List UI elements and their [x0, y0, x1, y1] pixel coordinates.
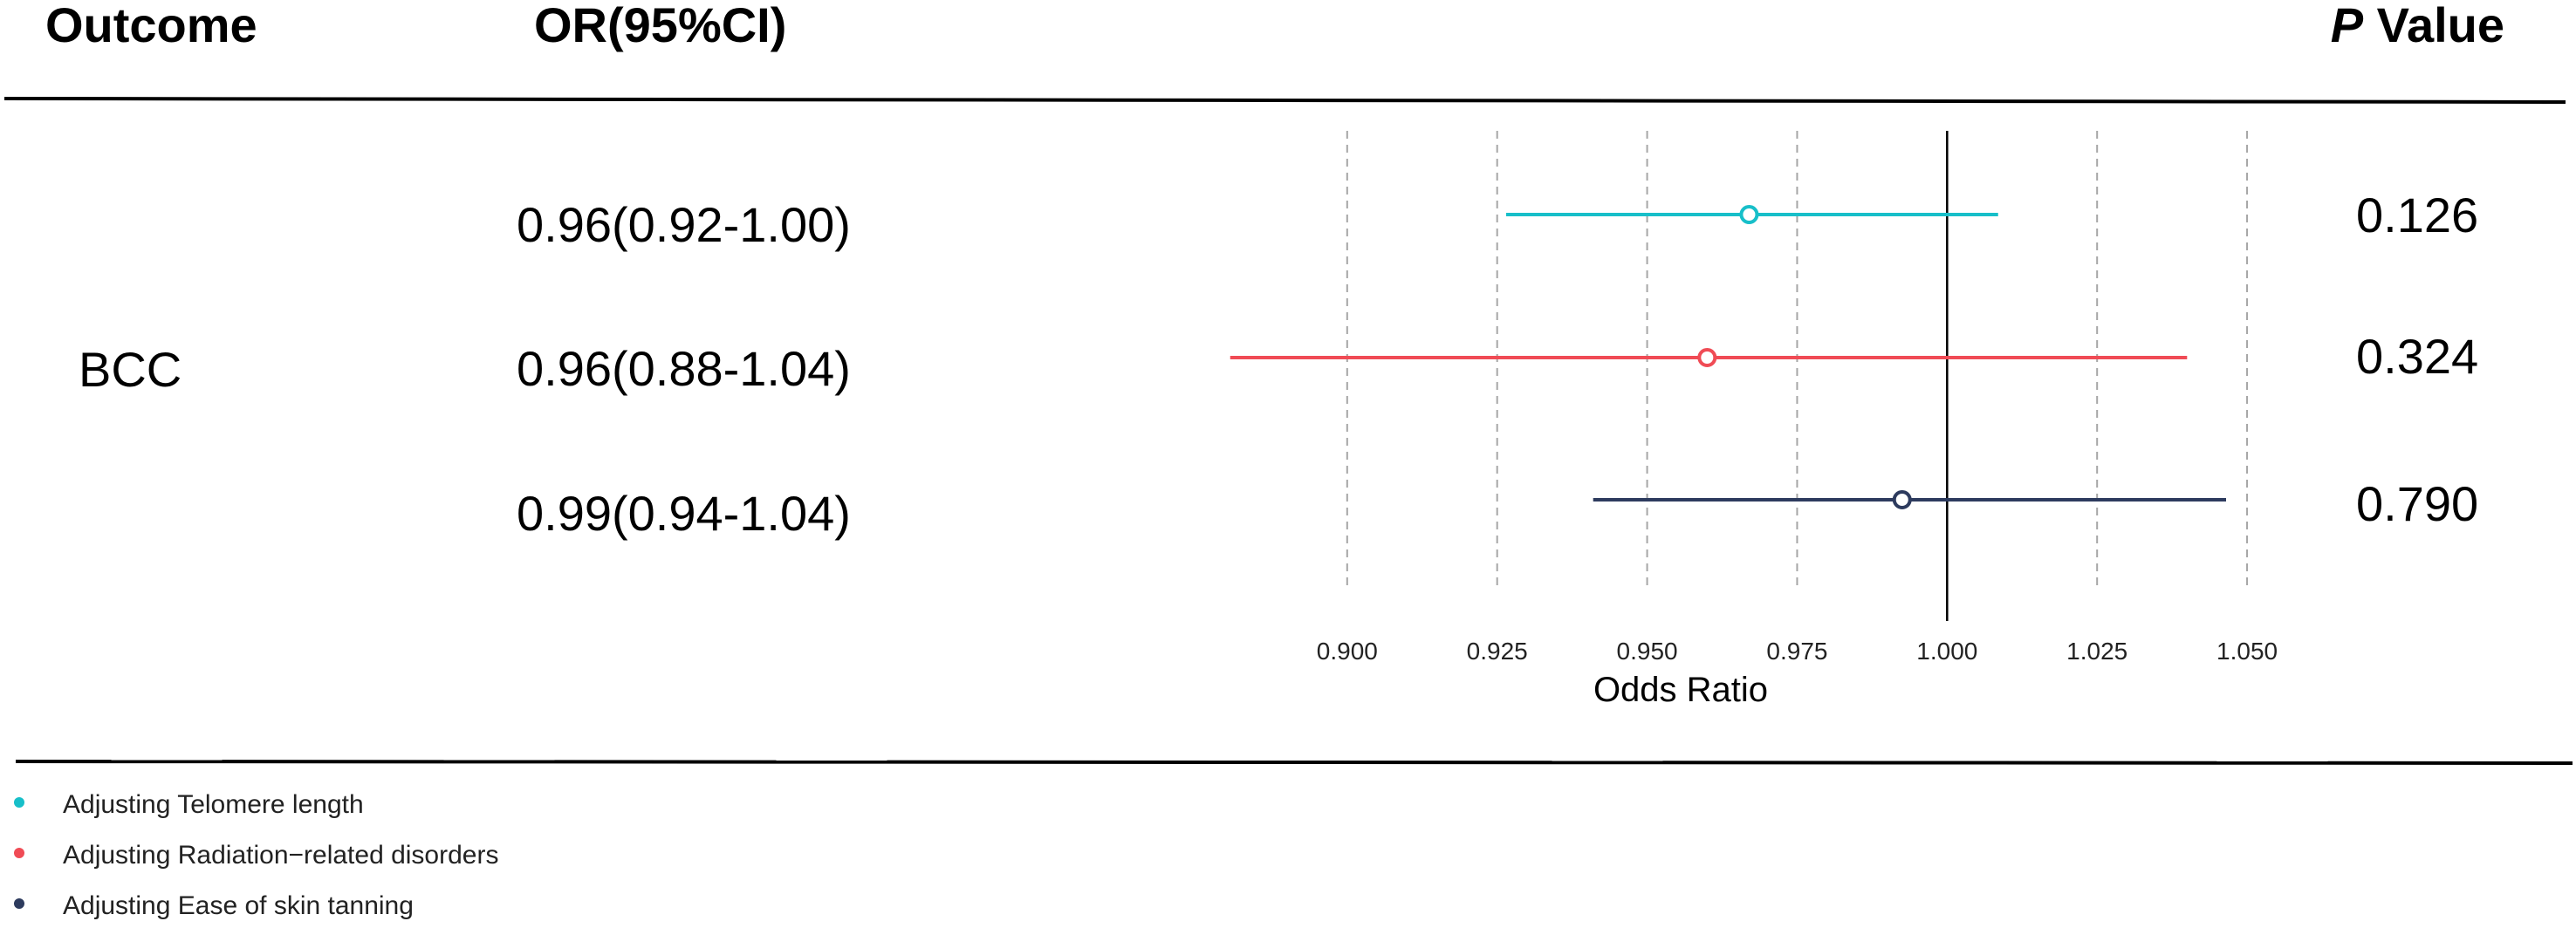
p-value-column: 0.126 0.324 0.790: [2356, 188, 2478, 531]
x-tick-label: 0.975: [1766, 638, 1827, 665]
x-tick-label: 0.900: [1317, 638, 1378, 665]
legend: Adjusting Telomere length Adjusting Radi…: [14, 790, 498, 920]
legend-label-telomere: Adjusting Telomere length: [63, 790, 364, 819]
header-rule: [3, 97, 2566, 104]
plot-series: [1230, 205, 2226, 509]
header-p-rest: Value: [2363, 0, 2504, 52]
x-tick-label: 0.950: [1617, 638, 1678, 665]
plot-gridlines: [1346, 131, 2249, 589]
point-estimate-row-3: [1892, 490, 1912, 509]
or-text-row-2: 0.96(0.88-1.04): [517, 341, 851, 396]
legend-marker-radiation: [14, 848, 24, 858]
or-column: 0.96(0.92-1.00) 0.96(0.88-1.04) 0.99(0.9…: [517, 197, 851, 541]
footer-rule: [15, 760, 2573, 765]
x-axis-title: Odds Ratio: [1593, 671, 1768, 709]
header-or-ci: OR(95%CI): [534, 0, 786, 52]
p-value-row-3: 0.790: [2356, 476, 2478, 531]
or-text-row-3: 0.99(0.94-1.04): [517, 486, 851, 541]
legend-marker-tanning: [14, 898, 24, 909]
x-tick-label: 1.025: [2066, 638, 2127, 665]
or-text-row-1: 0.96(0.92-1.00): [517, 197, 851, 252]
outcome-label: BCC: [79, 342, 182, 397]
legend-marker-telomere: [14, 797, 24, 808]
legend-label-tanning: Adjusting Ease of skin tanning: [63, 891, 414, 920]
legend-label-radiation: Adjusting Radiation−related disorders: [63, 841, 498, 870]
x-tick-label: 0.925: [1467, 638, 1528, 665]
x-tick-label: 1.050: [2216, 638, 2278, 665]
header-outcome: Outcome: [45, 0, 257, 52]
p-value-row-2: 0.324: [2356, 329, 2478, 384]
point-estimate-row-1: [1739, 205, 1759, 224]
p-value-row-1: 0.126: [2356, 188, 2478, 242]
x-axis-ticks: 0.900 0.925 0.950 0.975 1.000 1.025 1.050: [1317, 638, 2278, 665]
header-p-italic: P: [2331, 0, 2364, 52]
header-p-value: P Value: [2331, 0, 2504, 52]
point-estimate-row-2: [1697, 348, 1717, 367]
x-tick-label: 1.000: [1916, 638, 1977, 665]
